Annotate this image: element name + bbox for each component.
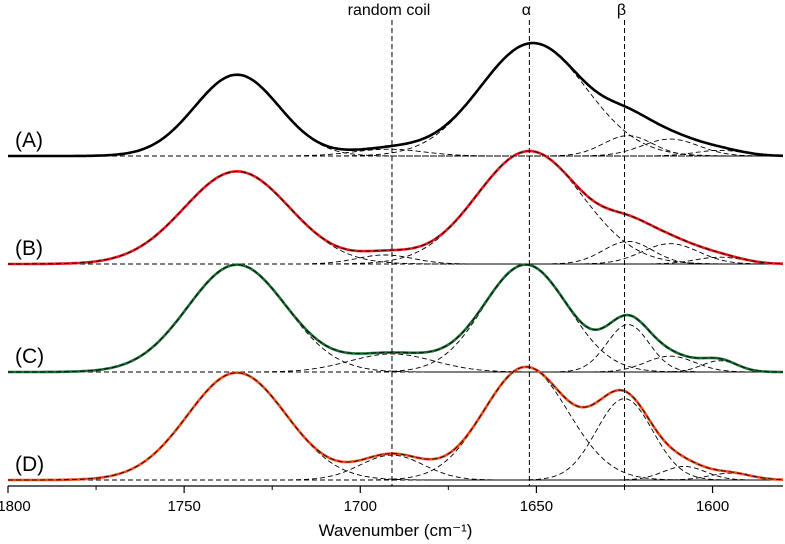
component-band-2-3 (8, 150, 783, 265)
spectrum-series-4 (8, 365, 784, 482)
component-band-3-3 (8, 264, 783, 373)
component-band-1-1 (8, 74, 783, 157)
component-band-3-1 (8, 264, 783, 373)
annotation-label-3: β (617, 2, 626, 19)
component-band-4-6 (8, 472, 784, 481)
component-band-4-2 (8, 454, 783, 481)
x-tick-label-1600: 1600 (696, 498, 729, 515)
spectrum-series-2 (8, 149, 783, 266)
component-band-1-6 (8, 149, 783, 157)
x-tick-label-1650: 1650 (520, 498, 553, 515)
series-label-2: (B) (15, 237, 43, 260)
plot-area: (A) (B) (C) (D) random coil α β (8, 2, 784, 486)
fit-overlay-4 (8, 366, 784, 481)
fit-overlay-2 (8, 150, 783, 265)
annotation-label-2: α (522, 2, 531, 19)
x-tick-label-1750: 1750 (167, 498, 200, 515)
series-label-1: (A) (15, 129, 43, 152)
component-band-4-1 (8, 372, 783, 481)
x-tick-label-1700: 1700 (344, 498, 377, 515)
x-axis-title: Wavenumber (cm⁻¹) (319, 521, 473, 540)
component-band-2-6 (8, 256, 784, 265)
component-band-4-4 (8, 398, 783, 481)
x-tick-label-1800: 1800 (0, 498, 31, 515)
x-axis: 1800 1750 1700 1650 1600 (0, 485, 783, 515)
fit-overlay-3 (8, 264, 783, 373)
series-label-4: (D) (15, 453, 44, 476)
annotation-label-1: random coil (348, 2, 431, 19)
spectrum-series-3 (8, 263, 783, 374)
fit-overlay-1 (8, 42, 784, 157)
series-label-3: (C) (15, 345, 44, 368)
component-band-3-6 (8, 360, 783, 373)
component-band-4-3 (8, 366, 783, 481)
